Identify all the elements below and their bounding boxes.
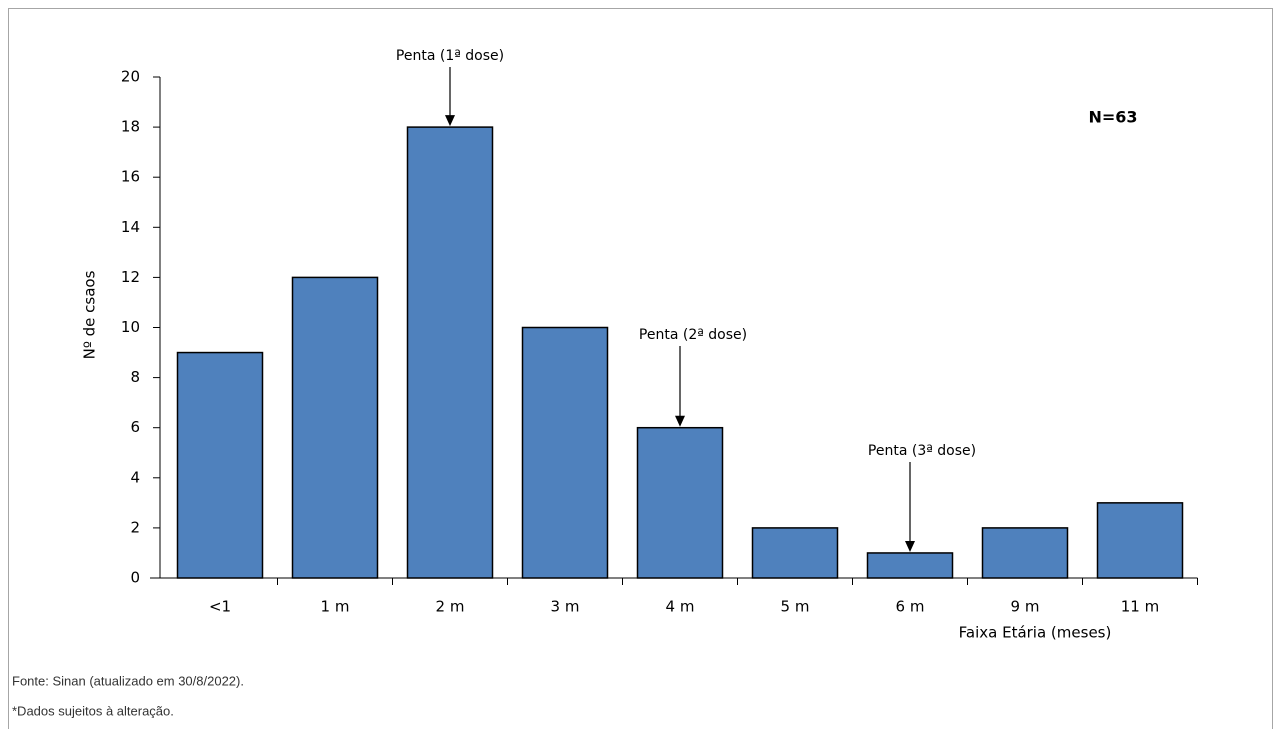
x-axis-label: Faixa Etária (meses) xyxy=(959,624,1112,642)
sample-note: N=63 xyxy=(1088,108,1137,127)
y-tick-label: 0 xyxy=(130,569,140,587)
x-tick-label: 2 m xyxy=(436,598,465,616)
x-tick-label: 1 m xyxy=(321,598,350,616)
bar xyxy=(406,126,494,579)
bar xyxy=(521,326,609,579)
x-tick-label: 3 m xyxy=(551,598,580,616)
annotation-arrowhead xyxy=(445,115,455,127)
annotation: Penta (2ª dose) xyxy=(639,327,747,343)
x-tick-label: 9 m xyxy=(1011,598,1040,616)
y-tick-label: 18 xyxy=(121,118,140,136)
y-tick-label: 10 xyxy=(121,318,140,336)
footer-note: *Dados sujeitos à alteração. xyxy=(12,703,174,718)
y-tick-label: 2 xyxy=(130,518,140,536)
bar xyxy=(1096,502,1184,579)
bar xyxy=(291,276,379,579)
y-tick-label: 12 xyxy=(121,268,140,286)
y-tick-label: 6 xyxy=(130,418,140,436)
x-tick-label: 6 m xyxy=(896,598,925,616)
frame xyxy=(8,8,1273,729)
y-tick-label: 20 xyxy=(121,68,140,86)
bar xyxy=(636,426,724,579)
bar xyxy=(176,351,264,579)
bar xyxy=(866,552,954,579)
y-tick-label: 16 xyxy=(121,168,140,186)
x-tick-label: 11 m xyxy=(1121,598,1159,616)
bar xyxy=(981,527,1069,579)
y-axis-label: Nº de csaos xyxy=(81,270,99,359)
y-tick-label: 14 xyxy=(121,218,140,236)
y-tick-label: 8 xyxy=(130,368,140,386)
annotation-arrowhead xyxy=(675,415,685,427)
x-tick-label: 4 m xyxy=(666,598,695,616)
annotation-arrowhead xyxy=(905,540,915,552)
bar xyxy=(751,527,839,579)
annotation: Penta (1ª dose) xyxy=(396,48,504,64)
x-tick-label: 5 m xyxy=(781,598,810,616)
footer-note: Fonte: Sinan (atualizado em 30/8/2022). xyxy=(12,673,244,688)
y-tick-label: 4 xyxy=(130,468,140,486)
x-tick-label: <1 xyxy=(209,598,231,616)
annotation: Penta (3ª dose) xyxy=(868,443,976,459)
